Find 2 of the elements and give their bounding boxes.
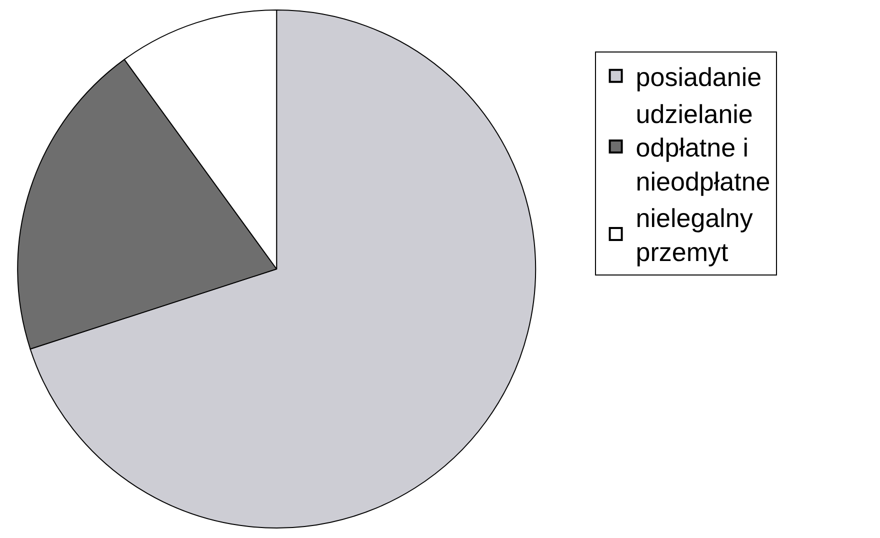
legend-label: posiadanie: [636, 62, 762, 92]
legend-label: nielegalny przemyt: [636, 203, 753, 267]
